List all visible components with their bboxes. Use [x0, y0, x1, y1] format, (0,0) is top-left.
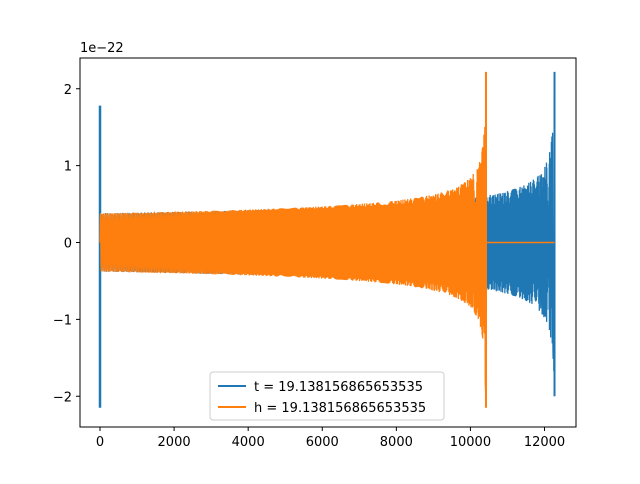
x-tick-label: 2000	[158, 435, 191, 450]
y-tick-label: −1	[53, 313, 72, 328]
y-tick-label: 1	[64, 160, 72, 175]
x-tick-label: 4000	[232, 435, 265, 450]
legend: t = 19.138156865653535 h = 19.13815686565…	[209, 371, 445, 421]
x-tick-label: 6000	[306, 435, 339, 450]
y-tick-label: −2	[53, 390, 72, 405]
y-tick-label: 0	[64, 237, 72, 252]
x-tick-label: 8000	[380, 435, 413, 450]
series-line-h	[99, 126, 487, 391]
y-offset-label: 1e−22	[80, 41, 124, 56]
legend-box	[209, 371, 445, 421]
legend-label: h = 19.138156865653535	[254, 401, 426, 416]
axes: 0 2000 4000 6000 8000 10000 12000 −2 −1 0 1 2	[53, 57, 577, 450]
x-tick-label: 10000	[450, 435, 491, 450]
x-tick-label: 0	[96, 435, 104, 450]
legend-label: t = 19.138156865653535	[254, 380, 423, 395]
plot-area	[98, 71, 556, 408]
y-tick-label: 2	[64, 83, 72, 98]
x-tick-label: 12000	[524, 435, 565, 450]
